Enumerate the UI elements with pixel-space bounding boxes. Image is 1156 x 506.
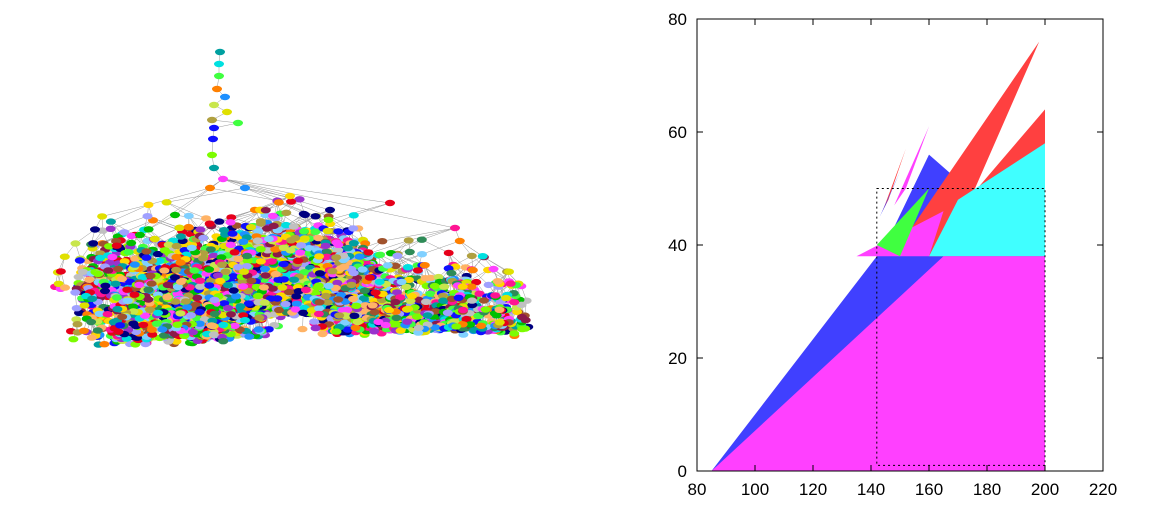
tree-edge (286, 212, 319, 226)
tree-edge (280, 213, 306, 231)
tree-edge (285, 209, 331, 226)
tree-edge (102, 204, 149, 217)
tree-edge (421, 227, 456, 240)
tree-edge (166, 187, 246, 203)
tree-edge (222, 178, 331, 211)
tree-edge (353, 202, 391, 216)
tree-edge (459, 240, 483, 257)
tree-edge (395, 253, 423, 267)
tree-edge (222, 178, 391, 204)
tree-edge (110, 215, 148, 230)
tree-edge (421, 240, 460, 255)
tree-edge (408, 227, 456, 241)
tree-edge (277, 200, 317, 217)
tree-edge (110, 204, 149, 222)
tree-diagram (50, 48, 534, 348)
tree-edge (148, 187, 211, 206)
tree-edge (124, 220, 154, 233)
tree-edge (222, 178, 456, 229)
tree-edge (166, 202, 207, 219)
tree-edge (382, 227, 456, 242)
tree-edge (291, 201, 329, 217)
tree-edge (174, 178, 224, 216)
tree-edge (421, 239, 449, 254)
tree-edge (166, 202, 189, 217)
tree-edge (148, 214, 176, 230)
tree-edge (328, 202, 391, 221)
tree-edge (244, 187, 292, 202)
tree-edge (222, 178, 291, 197)
tree-edge (209, 187, 278, 201)
